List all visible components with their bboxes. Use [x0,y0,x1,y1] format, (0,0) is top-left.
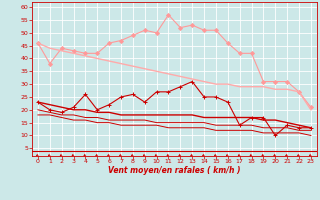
X-axis label: Vent moyen/en rafales ( km/h ): Vent moyen/en rafales ( km/h ) [108,166,241,175]
